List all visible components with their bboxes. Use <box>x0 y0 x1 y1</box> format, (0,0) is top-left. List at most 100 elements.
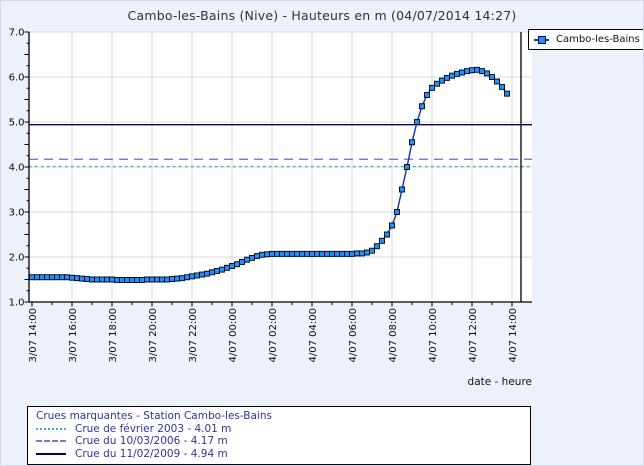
data-point <box>319 250 325 257</box>
data-point <box>64 274 70 281</box>
x-tick-label: 4/07 08:00 <box>388 308 399 362</box>
data-point <box>94 276 100 283</box>
y-tick-label: 3.0 <box>9 208 25 219</box>
data-point <box>379 237 385 244</box>
data-point <box>89 276 95 283</box>
data-point <box>389 222 395 229</box>
data-point <box>139 277 145 283</box>
data-point <box>414 119 420 125</box>
dashed-line-swatch-icon <box>36 440 66 443</box>
y-tick-label: 4.0 <box>9 163 25 174</box>
data-point <box>149 276 155 283</box>
data-point <box>54 274 60 281</box>
data-point <box>294 250 300 257</box>
data-point <box>164 276 170 283</box>
data-point <box>134 277 140 283</box>
data-point <box>499 83 505 90</box>
reference-line-label: Crue de février 2003 - 4.01 m <box>75 422 232 435</box>
x-tick-label: 4/07 02:00 <box>268 308 279 362</box>
reference-line-item: Crue de février 2003 - 4.01 m <box>36 423 522 436</box>
data-point <box>219 266 225 273</box>
data-point <box>459 69 465 76</box>
floods-info-box: Crues marquantes - Station Cambo-les-Bai… <box>27 406 531 465</box>
data-point <box>109 276 115 283</box>
data-point <box>204 270 210 277</box>
data-point <box>179 275 185 282</box>
data-point <box>84 276 90 282</box>
x-tick-label: 3/07 16:00 <box>68 308 79 362</box>
data-point <box>104 276 110 283</box>
x-tick-label: 3/07 20:00 <box>148 308 159 362</box>
data-point <box>454 70 460 77</box>
data-point <box>114 277 120 283</box>
data-point <box>374 243 380 250</box>
data-point <box>124 277 130 283</box>
data-point <box>239 259 245 265</box>
data-point <box>194 272 200 279</box>
reference-line-label: Crue du 11/02/2009 - 4.94 m <box>75 447 228 460</box>
data-point <box>254 253 260 260</box>
data-point <box>44 274 50 281</box>
y-tick-label: 6.0 <box>9 73 25 84</box>
data-point <box>129 277 135 283</box>
y-tick-label: 1.0 <box>9 298 25 309</box>
data-point <box>339 250 345 257</box>
data-point <box>449 72 455 79</box>
data-point <box>74 275 80 282</box>
data-point <box>199 271 205 278</box>
data-point <box>259 251 265 258</box>
series-legend-label: Cambo-les-Bains <box>556 34 640 45</box>
data-point <box>314 250 320 257</box>
data-point <box>424 92 430 98</box>
data-point <box>324 250 330 257</box>
data-point <box>159 276 165 283</box>
data-point <box>359 250 365 257</box>
data-point <box>274 250 280 257</box>
data-point <box>184 274 190 281</box>
data-point <box>249 254 255 261</box>
data-point <box>144 276 150 283</box>
x-tick-label: 4/07 06:00 <box>348 308 359 362</box>
y-tick-label: 5.0 <box>9 118 25 129</box>
solid-line-swatch-icon <box>36 452 66 455</box>
data-point <box>299 250 305 257</box>
data-point <box>224 264 230 271</box>
data-point <box>289 250 295 257</box>
data-point <box>214 268 220 274</box>
data-point <box>344 250 350 257</box>
x-tick-label: 4/07 00:00 <box>228 308 239 362</box>
data-point <box>469 67 475 74</box>
data-point <box>354 250 360 257</box>
x-tick-label: 4/07 10:00 <box>428 308 439 362</box>
reference-line-item: Crue du 11/02/2009 - 4.94 m <box>36 448 522 461</box>
series-marker-icon <box>534 35 549 44</box>
data-point <box>404 164 410 170</box>
data-point <box>49 274 55 281</box>
data-point <box>264 251 270 258</box>
x-tick-label: 4/07 04:00 <box>308 308 319 362</box>
data-point <box>439 77 445 84</box>
data-point <box>334 250 340 257</box>
data-point <box>269 250 275 257</box>
x-tick-label: 4/07 14:00 <box>508 308 519 362</box>
data-point <box>474 66 480 73</box>
data-point <box>169 276 175 282</box>
data-point <box>234 261 240 268</box>
data-point <box>479 68 485 75</box>
data-point <box>69 274 75 281</box>
chart-svg: 1.0 2.0 3.0 4.0 5.0 6.0 7.0 3/07 14:00 3/07 16:0… <box>9 28 532 388</box>
data-point <box>309 250 315 257</box>
data-point <box>229 263 235 269</box>
data-point <box>364 249 370 256</box>
data-point <box>399 186 405 193</box>
data-point <box>384 231 390 238</box>
reference-line-item: Crue du 10/03/2006 - 4.17 m <box>36 435 522 448</box>
data-point <box>409 139 415 146</box>
data-point <box>189 273 195 280</box>
data-point <box>244 256 250 263</box>
data-point <box>419 103 425 110</box>
data-point <box>494 78 500 85</box>
data-point <box>174 275 180 282</box>
info-box-title: Crues marquantes - Station Cambo-les-Bai… <box>36 410 272 422</box>
